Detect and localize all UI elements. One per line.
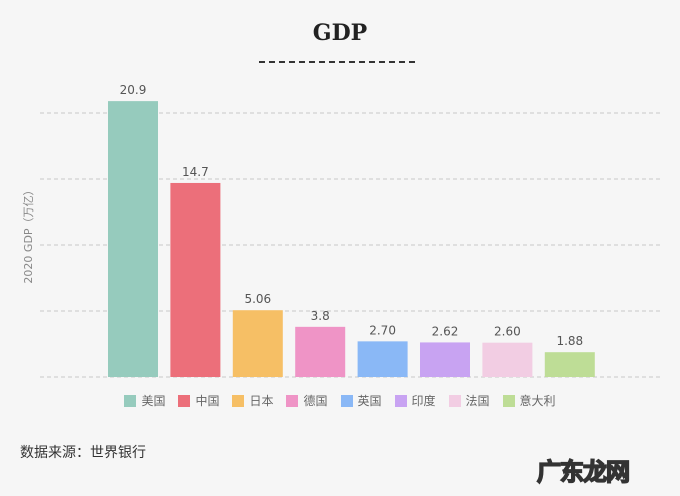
legend-swatch <box>502 394 515 407</box>
data-label: 20.9 <box>120 83 147 97</box>
bar <box>482 342 533 377</box>
legend-item[interactable]: 美国 <box>124 392 165 409</box>
bar <box>232 310 283 377</box>
legend-label: 英国 <box>357 394 382 408</box>
bar <box>420 342 470 377</box>
watermark-logo: 广东龙网 <box>536 457 631 487</box>
legend-label: 美国 <box>141 394 166 408</box>
data-label: 2.70 <box>369 323 396 337</box>
bar <box>170 182 221 377</box>
legend-label: 日本 <box>249 394 274 408</box>
bar <box>295 326 346 377</box>
legend-item[interactable]: 德国 <box>286 392 328 409</box>
data-label: 2.62 <box>432 324 459 338</box>
legend-swatch <box>340 394 353 407</box>
legend-swatch <box>124 394 137 407</box>
legend-swatch <box>286 394 299 407</box>
data-source: 数据来源：世界银行 <box>20 445 146 461</box>
y-axis-label: 2020 GDP（万亿） <box>22 184 35 284</box>
legend-label: 中国 <box>195 394 220 408</box>
legend-item[interactable]: 日本 <box>232 392 273 409</box>
chart-title: GDP <box>312 20 368 46</box>
data-label: 1.88 <box>556 334 583 348</box>
legend-label: 德国 <box>303 394 328 408</box>
data-label: 14.7 <box>182 165 209 179</box>
legend-label: 法国 <box>465 394 490 408</box>
legend-item[interactable]: 中国 <box>178 392 219 409</box>
legend-swatch <box>178 394 191 407</box>
legend-label: 印度 <box>411 394 436 408</box>
legend-item[interactable]: 英国 <box>340 392 382 409</box>
bar <box>357 341 408 377</box>
data-label: 2.60 <box>494 325 521 339</box>
bar <box>544 352 595 377</box>
legend-item[interactable]: 法国 <box>448 392 490 409</box>
legend-item[interactable]: 印度 <box>394 392 436 409</box>
legend-label: 意大利 <box>519 394 556 408</box>
title-underline <box>259 61 415 63</box>
legend: 美国 中国 日本 德国 英国 印度 法国 意大利 <box>0 392 680 409</box>
legend-swatch <box>448 394 461 407</box>
bar <box>108 101 158 378</box>
legend-swatch <box>232 394 245 407</box>
data-label: 3.8 <box>311 309 330 323</box>
data-label: 5.06 <box>244 292 271 306</box>
legend-item[interactable]: 意大利 <box>502 392 556 409</box>
legend-swatch <box>394 394 407 407</box>
